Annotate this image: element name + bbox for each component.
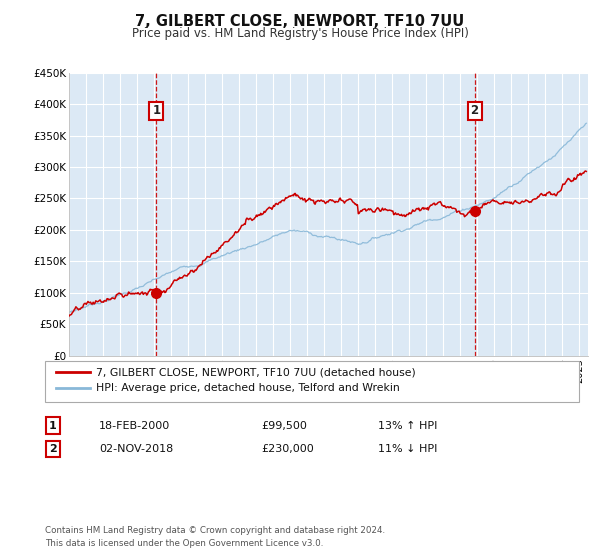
Text: 7, GILBERT CLOSE, NEWPORT, TF10 7UU (detached house): 7, GILBERT CLOSE, NEWPORT, TF10 7UU (det…: [96, 367, 416, 377]
Text: 2: 2: [49, 444, 56, 454]
Text: £230,000: £230,000: [261, 444, 314, 454]
Text: 1: 1: [49, 421, 56, 431]
Text: 18-FEB-2000: 18-FEB-2000: [99, 421, 170, 431]
Text: Contains HM Land Registry data © Crown copyright and database right 2024.: Contains HM Land Registry data © Crown c…: [45, 526, 385, 535]
Text: 13% ↑ HPI: 13% ↑ HPI: [378, 421, 437, 431]
Text: 02-NOV-2018: 02-NOV-2018: [99, 444, 173, 454]
Text: 7, GILBERT CLOSE, NEWPORT, TF10 7UU: 7, GILBERT CLOSE, NEWPORT, TF10 7UU: [136, 14, 464, 29]
Text: 2: 2: [470, 105, 479, 118]
Text: Price paid vs. HM Land Registry's House Price Index (HPI): Price paid vs. HM Land Registry's House …: [131, 27, 469, 40]
Text: This data is licensed under the Open Government Licence v3.0.: This data is licensed under the Open Gov…: [45, 539, 323, 548]
Text: 11% ↓ HPI: 11% ↓ HPI: [378, 444, 437, 454]
Text: 1: 1: [152, 105, 160, 118]
Text: £99,500: £99,500: [261, 421, 307, 431]
Text: HPI: Average price, detached house, Telford and Wrekin: HPI: Average price, detached house, Telf…: [96, 383, 400, 393]
